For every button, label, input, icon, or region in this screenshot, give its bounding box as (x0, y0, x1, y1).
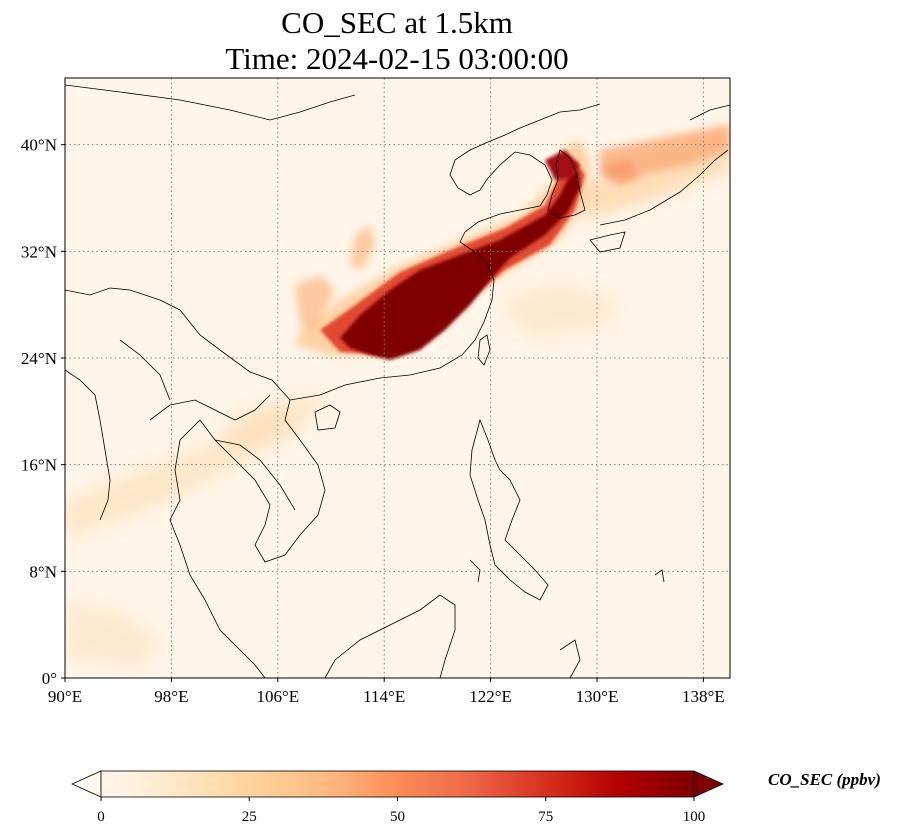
lat-tick-labels: 0° 8°N 16°N 24°N 32°N 40°N (21, 136, 65, 688)
colorbar-extend-min (71, 770, 102, 798)
map-frame (64, 77, 731, 679)
colorbar-ticks: 0 25 50 75 100 (97, 797, 705, 825)
map-title-line2: Time: 2024-02-15 03:00:00 (225, 41, 569, 76)
lat-tick-label: 24°N (21, 349, 57, 368)
lon-tick-label: 106°E (256, 687, 299, 706)
map-title-line1: CO_SEC at 1.5km (281, 5, 513, 40)
colorbar-extend-max (693, 770, 724, 798)
lat-tick-label: 16°N (21, 456, 57, 475)
lon-tick-label: 130°E (576, 687, 619, 706)
lon-tick-label: 122°E (469, 687, 512, 706)
lat-tick-label: 0° (42, 669, 57, 688)
lon-tick-label: 98°E (154, 687, 188, 706)
colorbar-tick-label: 25 (242, 809, 257, 825)
colorbar-tick-label: 50 (390, 809, 405, 825)
colorbar-ramp (100, 770, 695, 798)
lon-tick-label: 138°E (682, 687, 725, 706)
lat-tick-label: 40°N (21, 136, 57, 155)
lon-tick-labels: 90°E 98°E 106°E 114°E 122°E 130°E 138°E (48, 678, 725, 706)
lat-tick-label: 8°N (29, 562, 57, 581)
colorbar-tick-label: 0 (97, 809, 105, 825)
colorbar: 0 25 50 75 100 (71, 770, 724, 825)
lon-tick-label: 114°E (363, 687, 405, 706)
coastlines (65, 84, 730, 678)
lon-tick-label: 90°E (48, 687, 82, 706)
colorbar-tick-label: 100 (683, 809, 706, 825)
co-plume (295, 125, 730, 360)
colorbar-tick-label: 75 (538, 809, 553, 825)
lat-tick-label: 32°N (21, 242, 57, 261)
colorbar-label: CO_SEC (ppbv) (768, 770, 881, 789)
map-panel (65, 78, 730, 678)
gridlines (65, 78, 730, 678)
